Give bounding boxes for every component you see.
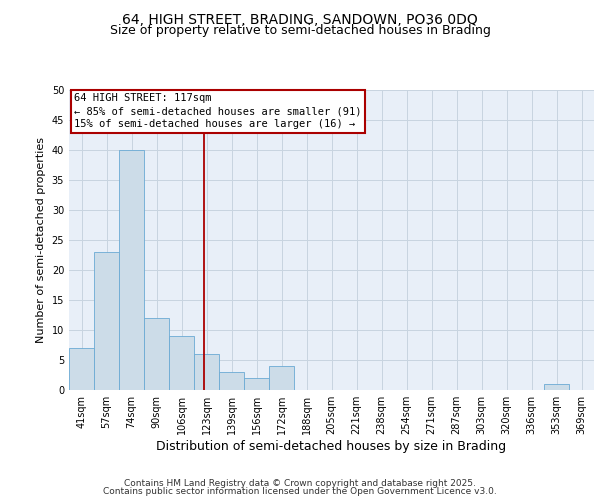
- Bar: [219, 372, 244, 390]
- Text: 64, HIGH STREET, BRADING, SANDOWN, PO36 0DQ: 64, HIGH STREET, BRADING, SANDOWN, PO36 …: [122, 12, 478, 26]
- Text: Contains public sector information licensed under the Open Government Licence v3: Contains public sector information licen…: [103, 487, 497, 496]
- Bar: [194, 354, 219, 390]
- Bar: [119, 150, 144, 390]
- Text: 64 HIGH STREET: 117sqm
← 85% of semi-detached houses are smaller (91)
15% of sem: 64 HIGH STREET: 117sqm ← 85% of semi-det…: [74, 93, 362, 130]
- Bar: [144, 318, 169, 390]
- Y-axis label: Number of semi-detached properties: Number of semi-detached properties: [36, 137, 46, 343]
- Bar: [544, 384, 569, 390]
- Text: Size of property relative to semi-detached houses in Brading: Size of property relative to semi-detach…: [110, 24, 490, 37]
- Text: Contains HM Land Registry data © Crown copyright and database right 2025.: Contains HM Land Registry data © Crown c…: [124, 478, 476, 488]
- Bar: [169, 336, 194, 390]
- X-axis label: Distribution of semi-detached houses by size in Brading: Distribution of semi-detached houses by …: [157, 440, 506, 453]
- Bar: [94, 252, 119, 390]
- Bar: [244, 378, 269, 390]
- Bar: [269, 366, 294, 390]
- Bar: [69, 348, 94, 390]
